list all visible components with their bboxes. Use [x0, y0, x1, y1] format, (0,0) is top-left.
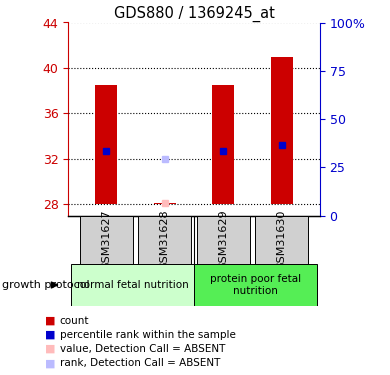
Text: percentile rank within the sample: percentile rank within the sample: [60, 330, 236, 340]
Bar: [154, 202, 176, 204]
Text: ■: ■: [45, 358, 55, 368]
Bar: [212, 85, 234, 204]
Text: GSM31629: GSM31629: [218, 210, 228, 270]
Text: GSM31630: GSM31630: [277, 210, 287, 270]
Bar: [271, 57, 293, 204]
Text: ■: ■: [45, 316, 55, 326]
Text: growth protocol: growth protocol: [2, 280, 90, 290]
Bar: [255, 216, 308, 264]
Title: GDS880 / 1369245_at: GDS880 / 1369245_at: [113, 6, 275, 22]
Text: normal fetal nutrition: normal fetal nutrition: [77, 280, 188, 290]
Bar: [194, 264, 317, 306]
Text: rank, Detection Call = ABSENT: rank, Detection Call = ABSENT: [60, 358, 220, 368]
Bar: [71, 264, 194, 306]
Bar: [95, 85, 117, 204]
Bar: [138, 216, 191, 264]
Text: GSM31628: GSM31628: [160, 210, 170, 270]
Text: ■: ■: [45, 344, 55, 354]
Text: value, Detection Call = ABSENT: value, Detection Call = ABSENT: [60, 344, 225, 354]
Text: count: count: [60, 316, 89, 326]
Bar: [197, 216, 250, 264]
Text: GSM31627: GSM31627: [101, 210, 111, 270]
Text: ■: ■: [45, 330, 55, 340]
Bar: [80, 216, 133, 264]
Text: protein poor fetal
nutrition: protein poor fetal nutrition: [210, 274, 301, 296]
